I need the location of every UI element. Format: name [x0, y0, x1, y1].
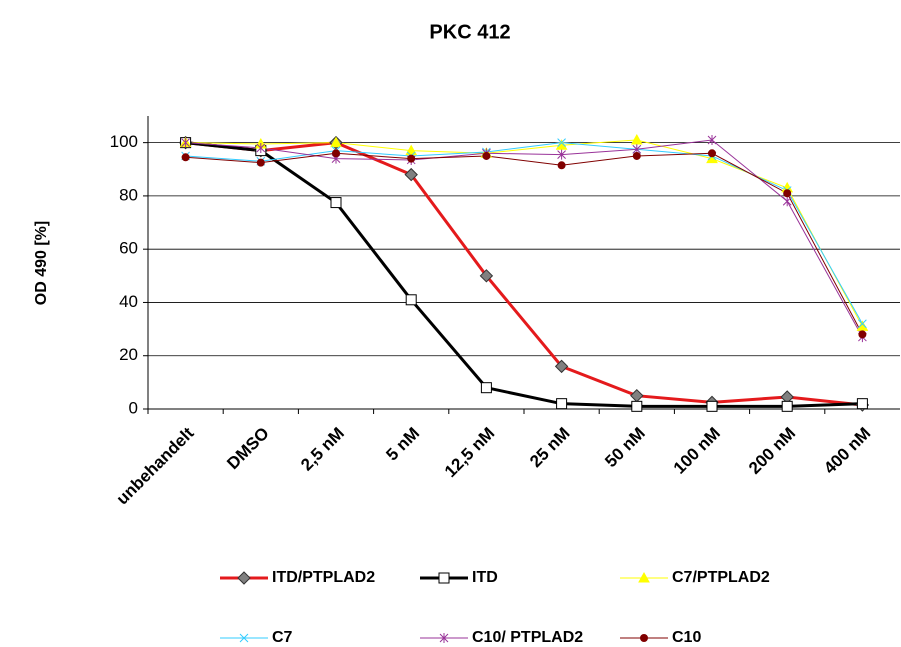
legend-marker: [438, 572, 450, 584]
x-tick-label: 12,5 nM: [441, 424, 499, 482]
y-tick-label: 20: [119, 345, 138, 364]
x-tick-label: 50 nM: [601, 424, 649, 472]
legend-item: C10: [620, 629, 701, 646]
data-point: [856, 398, 868, 410]
data-point: [858, 330, 867, 339]
data-point: [707, 134, 717, 145]
data-point: [181, 153, 190, 162]
data-point: [856, 320, 869, 331]
series-line: [185, 141, 863, 407]
y-tick-label: 80: [119, 185, 138, 204]
legend-item: C10/ PTPLAD2: [420, 629, 583, 646]
y-axis-label: OD 490 [%]: [33, 221, 50, 305]
data-point: [783, 189, 792, 198]
data-point: [256, 158, 265, 167]
data-point: [479, 269, 494, 283]
series-line: [185, 152, 863, 335]
data-point: [256, 142, 266, 153]
legend-item: ITD/PTPLAD2: [220, 569, 375, 586]
data-point: [480, 382, 492, 394]
data-point: [181, 137, 190, 148]
data-point: [858, 319, 867, 329]
data-point: [631, 400, 643, 412]
data-point: [404, 167, 418, 182]
data-point: [332, 149, 340, 158]
x-tick-label: 5 nM: [382, 424, 423, 465]
legend-label: C10/ PTPLAD2: [472, 629, 583, 646]
chart-title: PKC 412: [429, 21, 510, 43]
data-point: [782, 196, 792, 207]
legend-label: ITD/PTPLAD2: [272, 569, 375, 586]
y-tick-label: 0: [129, 398, 138, 417]
data-point: [557, 138, 566, 147]
legend-item: ITD: [420, 569, 498, 586]
legend-label: C7/PTPLAD2: [672, 569, 770, 586]
legend-label: C7: [272, 629, 293, 646]
data-point: [330, 197, 342, 209]
data-point: [708, 149, 716, 158]
x-tick-label: 2,5 nM: [297, 424, 348, 475]
data-point: [330, 136, 342, 148]
x-tick-label: DMSO: [223, 424, 272, 473]
y-tick-label: 40: [119, 292, 138, 311]
series-line: [185, 139, 863, 338]
data-point: [706, 400, 718, 412]
x-tick-label: 400 nM: [820, 424, 874, 478]
x-tick-label: 200 nM: [745, 424, 799, 478]
data-point: [556, 398, 568, 410]
data-point: [405, 294, 417, 306]
y-tick-label: 100: [110, 132, 138, 151]
x-tick-label: 25 nM: [526, 424, 574, 472]
data-point: [557, 149, 566, 160]
legend-item: C7: [220, 629, 293, 646]
data-point: [407, 154, 416, 163]
series-line: [185, 141, 863, 408]
data-point: [632, 151, 641, 160]
legend-marker: [640, 634, 648, 642]
legend-marker: [237, 571, 251, 585]
legend-label: ITD: [472, 569, 498, 586]
data-point: [482, 151, 491, 160]
legend-marker: [638, 571, 650, 583]
y-tick-label: 60: [119, 239, 138, 258]
x-tick-label: 100 nM: [670, 424, 724, 478]
data-point: [554, 359, 569, 374]
data-point: [630, 133, 643, 145]
data-point: [781, 400, 793, 412]
data-point: [630, 388, 644, 403]
legend-label: C10: [672, 629, 701, 646]
data-point: [557, 161, 566, 170]
legend-marker: [439, 633, 449, 643]
legend-item: C7/PTPLAD2: [620, 569, 770, 586]
legend-marker: [239, 633, 249, 643]
x-tick-label: unbehandelt: [113, 423, 198, 508]
